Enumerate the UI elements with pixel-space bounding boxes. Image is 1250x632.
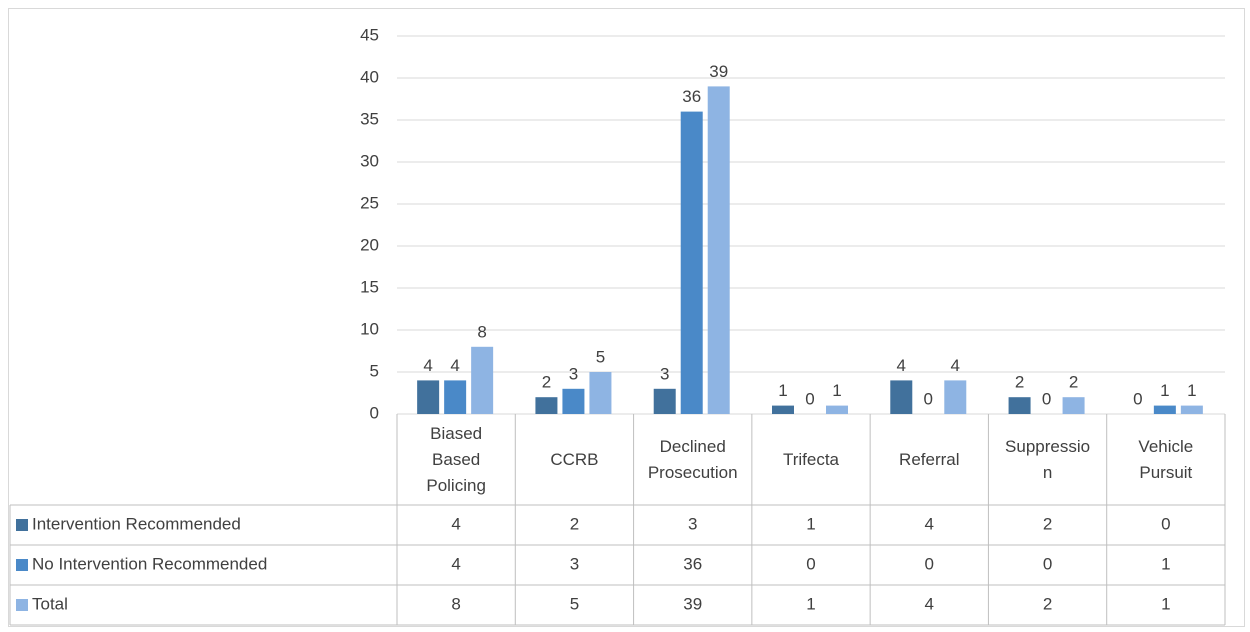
- x-tick-label: Biased Based Policing: [426, 423, 486, 495]
- bar: [535, 397, 558, 414]
- data-label: 36: [682, 87, 701, 106]
- y-tick-label: 40: [360, 67, 379, 86]
- bar: [562, 388, 585, 414]
- table-cell: 3: [570, 554, 579, 573]
- table-cell: 36: [683, 554, 702, 573]
- y-tick-label: 0: [370, 403, 379, 422]
- data-label: 1: [1187, 381, 1196, 400]
- table-cell: 0: [925, 554, 934, 573]
- y-tick-label: 35: [360, 109, 379, 128]
- data-label: 0: [805, 389, 814, 408]
- data-label: 3: [660, 364, 669, 383]
- y-tick-label: 30: [360, 151, 379, 170]
- y-tick-label: 25: [360, 193, 379, 212]
- bar: [1008, 397, 1031, 414]
- x-tick-label: Referral: [899, 449, 960, 469]
- bar: [444, 380, 467, 414]
- data-label: 4: [423, 356, 432, 375]
- table-cell: 1: [806, 594, 815, 613]
- legend-key: [16, 519, 28, 531]
- x-tick-label: Suppression: [1005, 436, 1091, 482]
- data-label: 2: [542, 373, 551, 392]
- data-label: 0: [924, 389, 933, 408]
- data-label: 39: [709, 62, 728, 81]
- bar: [772, 405, 794, 414]
- y-tick-label: 5: [370, 361, 379, 380]
- legend-label: No Intervention Recommended: [32, 554, 267, 573]
- table-cell: 1: [806, 514, 815, 533]
- bar: [589, 372, 612, 414]
- table-cell: 1: [1161, 554, 1170, 573]
- table-cell: 2: [1043, 594, 1052, 613]
- y-tick-label: 20: [360, 235, 379, 254]
- bar: [1180, 405, 1203, 414]
- data-label: 4: [897, 356, 906, 375]
- data-label: 2: [1069, 373, 1078, 392]
- table-cell: 4: [925, 594, 934, 613]
- data-label: 1: [832, 381, 841, 400]
- bar: [471, 346, 494, 414]
- data-label: 0: [1042, 389, 1051, 408]
- bar: [707, 86, 730, 415]
- legend-label: Total: [32, 594, 68, 613]
- y-tick-label: 10: [360, 319, 379, 338]
- y-tick-label: 15: [360, 277, 379, 296]
- data-label: 4: [450, 356, 459, 375]
- chart-border: [8, 8, 1245, 627]
- y-tick-label: 45: [360, 25, 379, 44]
- bar: [680, 111, 703, 414]
- data-label: 2: [1015, 373, 1024, 392]
- x-tick-label: Vehicle Pursuit: [1138, 436, 1194, 482]
- legend-label: Intervention Recommended: [32, 514, 241, 533]
- legend-key: [16, 599, 28, 611]
- bar: [1153, 405, 1176, 414]
- data-label: 8: [477, 322, 486, 341]
- table-cell: 4: [451, 514, 460, 533]
- bar: [826, 405, 848, 414]
- table-cell: 1: [1161, 594, 1170, 613]
- table-cell: 3: [688, 514, 697, 533]
- x-tick-label: Declined Prosecution: [647, 436, 738, 482]
- table-cell: 0: [1161, 514, 1170, 533]
- data-label: 0: [1133, 389, 1142, 408]
- legend-key: [16, 559, 28, 571]
- x-tick-label: Trifecta: [782, 449, 839, 469]
- table-cell: 0: [1043, 554, 1052, 573]
- table-cell: 5: [570, 594, 579, 613]
- data-label: 1: [1160, 381, 1169, 400]
- bar: [890, 380, 913, 414]
- data-label: 3: [569, 364, 578, 383]
- table-cell: 2: [1043, 514, 1052, 533]
- table-cell: 8: [451, 594, 460, 613]
- table-cell: 4: [925, 514, 934, 533]
- bar: [1062, 397, 1085, 414]
- data-label: 5: [596, 347, 605, 366]
- bar: [417, 380, 440, 414]
- bar: [944, 380, 967, 414]
- data-label: 4: [951, 356, 960, 375]
- table-cell: 39: [683, 594, 702, 613]
- table-cell: 2: [570, 514, 579, 533]
- data-label: 1: [778, 381, 787, 400]
- x-tick-label: CCRB: [550, 449, 599, 469]
- bar: [653, 388, 676, 414]
- table-cell: 4: [451, 554, 460, 573]
- table-cell: 0: [806, 554, 815, 573]
